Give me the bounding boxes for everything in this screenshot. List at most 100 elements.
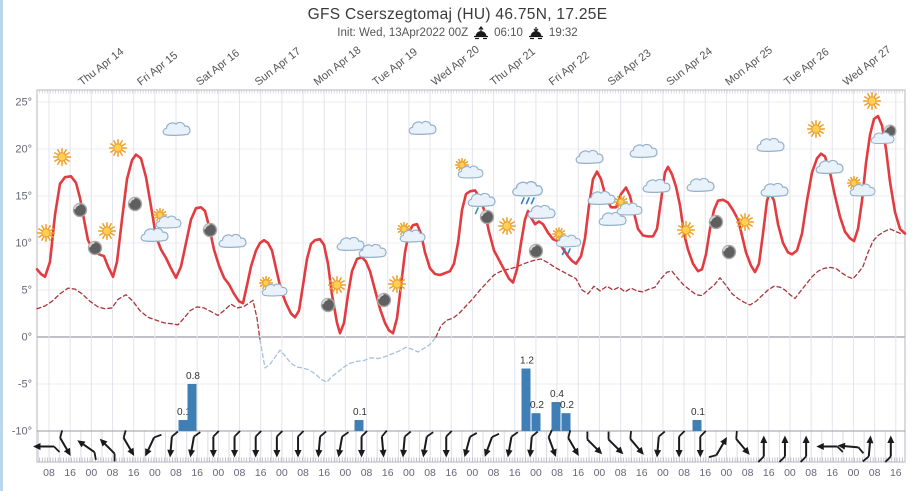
- x-axis-hour-label: 00: [530, 467, 542, 479]
- weather-icon-cloud: [218, 233, 247, 248]
- weather-icon-cloud: [162, 121, 191, 136]
- day-label: Wed Apr 27: [841, 44, 894, 89]
- day-label: Fri Apr 15: [135, 50, 180, 89]
- weather-icon-moon: [376, 292, 392, 308]
- day-label: Tue Apr 26: [782, 46, 831, 88]
- wind-arrow: [231, 430, 241, 458]
- precip-value-label: 0.4: [550, 389, 564, 400]
- x-axis-hour-label: 00: [721, 467, 733, 479]
- day-label: Mon Apr 18: [312, 44, 364, 88]
- weather-icon-sun: [97, 221, 117, 241]
- x-axis-hour-label: 08: [869, 467, 881, 479]
- wind-arrow: [315, 430, 327, 458]
- wind-arrow: [145, 433, 162, 457]
- x-axis-hour-label: 00: [149, 467, 161, 479]
- weather-icon-sun: [387, 274, 407, 294]
- y-axis-label: 5°: [21, 285, 32, 297]
- weather-icon-sun-cloud: [454, 157, 484, 179]
- weather-icon-cloud: [642, 178, 671, 193]
- wind-arrow: [816, 443, 844, 453]
- x-axis-hour-label: 00: [848, 467, 860, 479]
- weather-icon-sun-cloud-rain: [552, 227, 582, 256]
- x-axis-hour-label: 08: [742, 467, 754, 479]
- wind-arrow: [59, 430, 71, 457]
- x-axis-hour-label: 08: [424, 467, 436, 479]
- page-title: GFS Cserszegtomaj (HU) 46.75N, 17.25E: [307, 6, 608, 23]
- weather-icon-sun-cloud: [258, 275, 288, 297]
- wind-arrow: [99, 438, 116, 462]
- weather-icon-sun: [36, 223, 56, 243]
- x-axis-hour-label: 08: [361, 467, 373, 479]
- wind-arrow: [336, 431, 350, 458]
- weather-icon-sun: [862, 91, 882, 111]
- weather-icon-moon: [708, 214, 724, 230]
- weather-icon-sun-cloud: [613, 194, 643, 216]
- sunset-time: 19:32: [548, 27, 578, 39]
- precip-value-label: 0.1: [353, 407, 367, 418]
- init-label: Init: Wed, 13Apr2022 00Z: [337, 27, 469, 39]
- weather-icon-cloud: [598, 211, 627, 226]
- day-label: Thu Apr 14: [76, 46, 126, 89]
- x-axis-hour-label: 00: [340, 467, 352, 479]
- dewpoint-curve: [36, 287, 261, 341]
- day-label: Fri Apr 22: [547, 50, 592, 89]
- wind-arrow: [463, 432, 478, 458]
- wind-arrow: [654, 430, 666, 458]
- weather-icon-moon: [721, 244, 737, 260]
- day-label: Sat Apr 23: [606, 47, 654, 88]
- weather-icon-cloud-rain: [512, 181, 543, 205]
- wind-arrow: [400, 430, 412, 458]
- weather-icon-cloud: [587, 190, 616, 205]
- x-axis-hour-label: 16: [763, 467, 775, 479]
- weather-icon-cloud: [140, 227, 169, 242]
- wind-arrow: [586, 431, 603, 455]
- weather-icon-moon: [87, 240, 103, 256]
- x-axis-hour-label: 16: [699, 467, 711, 479]
- x-axis-hour-label: 16: [128, 467, 140, 479]
- y-axis-label: 25°: [15, 97, 32, 109]
- x-axis-hour-label: 08: [615, 467, 627, 479]
- weather-icon-cloud: [629, 143, 658, 158]
- weather-icon-cloud: [336, 236, 365, 251]
- weather-icon-sun-cloud: [396, 221, 426, 243]
- wind-arrow: [696, 430, 707, 458]
- precip-bar: [692, 420, 702, 431]
- x-axis-hour-label: 00: [657, 467, 669, 479]
- x-axis-hour-label: 00: [784, 467, 796, 479]
- chart-header: GFS Cserszegtomaj (HU) 46.75N, 17.25E In…: [0, 6, 915, 40]
- precip-bar: [551, 402, 561, 431]
- x-axis-hour-label: 16: [509, 467, 521, 479]
- day-label: Mon Apr 25: [723, 44, 775, 88]
- wind-arrow: [799, 435, 810, 463]
- day-label: Sun Apr 17: [253, 45, 303, 88]
- y-axis-label: 0°: [21, 332, 32, 344]
- chart-subtitle: Init: Wed, 13Apr2022 00Z 06:10 19:32: [0, 26, 915, 40]
- page-edge-strip: [0, 0, 3, 491]
- wind-arrow: [735, 431, 750, 455]
- weather-icon-moon: [320, 297, 336, 313]
- wind-arrow: [567, 430, 579, 457]
- wind-arrow: [675, 430, 686, 458]
- x-axis-hour-label: 08: [297, 467, 309, 479]
- x-axis-hour-label: 08: [805, 467, 817, 479]
- precip-bar: [354, 420, 364, 431]
- precip-value-label: 0.2: [560, 400, 574, 411]
- sunset-icon: [528, 27, 543, 40]
- sunrise-icon: [474, 26, 489, 40]
- x-axis-hour-label: 08: [488, 467, 500, 479]
- weather-icon-cloud: [756, 137, 785, 152]
- weather-icon-sun: [327, 275, 347, 295]
- weather-icon-cloud-drizzle: [467, 192, 496, 215]
- y-axis-label: 15°: [15, 191, 32, 203]
- precip-bar: [178, 420, 188, 431]
- wind-arrow: [122, 430, 135, 457]
- wind-arrow: [757, 435, 768, 463]
- weather-icon-cloud: [686, 177, 715, 192]
- wind-arrow: [862, 435, 874, 463]
- wind-arrow: [358, 430, 368, 458]
- weather-icon-sun: [676, 220, 696, 240]
- x-axis-hour-label: 16: [64, 467, 76, 479]
- weather-icon-sun: [108, 138, 128, 158]
- precip-bar: [521, 368, 531, 431]
- weather-icon-cloud: [358, 243, 387, 258]
